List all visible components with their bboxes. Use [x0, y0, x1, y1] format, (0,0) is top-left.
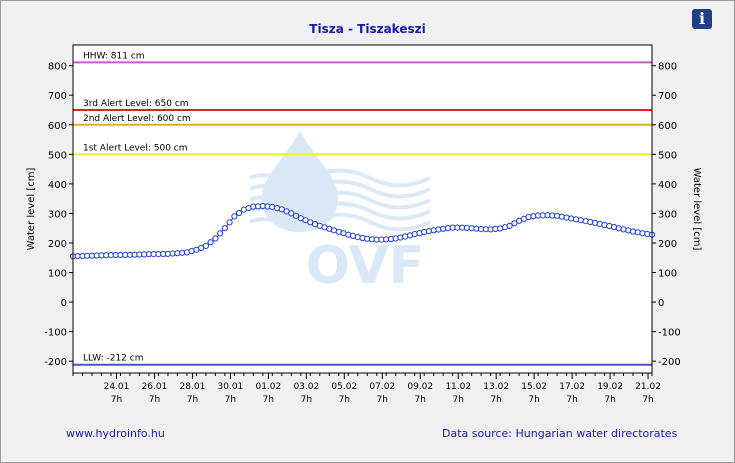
x-tick-label-hour: 7h: [452, 395, 463, 405]
x-tick-label-date: 17.02: [559, 382, 585, 392]
y-tick-label-right: 100: [658, 269, 677, 280]
data-point: [511, 220, 518, 227]
water-level-series: [69, 202, 656, 260]
y-tick-label-right: 800: [658, 62, 677, 73]
x-tick-label-hour: 7h: [263, 395, 274, 405]
data-point: [231, 213, 238, 220]
x-tick-label-date: 01.02: [255, 382, 281, 392]
data-point: [221, 225, 228, 232]
y-tick-label-right: 400: [658, 180, 677, 191]
x-tick-label-date: 03.02: [293, 382, 319, 392]
data-point: [577, 217, 584, 224]
reference-line-label: 1st Alert Level: 500 cm: [83, 143, 188, 153]
data-point: [217, 230, 224, 237]
plot-border: [72, 44, 653, 374]
reference-line-label: HHW: 811 cm: [83, 51, 145, 61]
y-tick-label-left: 700: [48, 91, 67, 102]
y-tick-label-right: 700: [658, 91, 677, 102]
y-tick-label-right: 600: [658, 121, 677, 132]
x-tick-label-hour: 7h: [642, 395, 653, 405]
info-icon[interactable]: i: [692, 9, 712, 29]
y-tick-label-left: 600: [48, 121, 67, 132]
x-tick-label-hour: 7h: [415, 395, 426, 405]
y-tick-label-right: 200: [658, 239, 677, 250]
y-tick-label-right: 0: [658, 298, 664, 309]
x-tick-label-hour: 7h: [187, 395, 198, 405]
x-tick-label-hour: 7h: [377, 395, 388, 405]
y-tick-label-left: 200: [48, 239, 67, 250]
reference-line-label: 3rd Alert Level: 650 cm: [83, 99, 189, 109]
x-tick-label-hour: 7h: [490, 395, 501, 405]
axes: -200 -200 -100 -100 0 0 100 100 200 200 300 300 400 4…: [44, 62, 680, 405]
website-link[interactable]: www.hydroinfo.hu: [66, 427, 165, 440]
wave-icon: [249, 190, 431, 210]
reference-lines: HHW: 811 cm 3rd Alert Level: 650 cm 2nd Al…: [73, 51, 652, 366]
x-tick-label-date: 26.01: [142, 382, 168, 392]
y-tick-label-left: -200: [44, 357, 67, 368]
data-point: [202, 242, 209, 249]
chart-title: Tisza - Tiszakeszi: [309, 22, 426, 36]
y-tick-label-right: 500: [658, 150, 677, 161]
data-point: [425, 228, 432, 235]
x-tick-label-date: 05.02: [331, 382, 357, 392]
y-tick-label-right: 300: [658, 209, 677, 220]
x-tick-label-date: 19.02: [597, 382, 623, 392]
x-tick-label-hour: 7h: [566, 395, 577, 405]
data-point: [207, 239, 214, 246]
y-axis-label-right: Water level [cm]: [691, 168, 702, 251]
data-point: [226, 219, 233, 226]
x-tick-label-date: 09.02: [407, 382, 433, 392]
plot-area: [73, 45, 652, 373]
x-tick-label-hour: 7h: [301, 395, 312, 405]
y-tick-label-left: 800: [48, 62, 67, 73]
watermark-text: OVF: [306, 236, 425, 296]
data-point: [558, 213, 565, 220]
data-source-note: Data source: Hungarian water directorate…: [442, 427, 678, 440]
x-tick-label-date: 21.02: [635, 382, 661, 392]
reference-line-label: 2nd Alert Level: 600 cm: [83, 114, 191, 124]
x-tick-label-date: 13.02: [483, 382, 509, 392]
y-tick-label-left: -100: [44, 328, 67, 339]
data-point: [212, 235, 219, 242]
x-tick-label-date: 24.01: [104, 382, 130, 392]
y-tick-label-left: 0: [61, 298, 67, 309]
x-tick-label-hour: 7h: [528, 395, 539, 405]
x-tick-label-hour: 7h: [604, 395, 615, 405]
x-tick-label-hour: 7h: [149, 395, 160, 405]
y-tick-label-left: 400: [48, 180, 67, 191]
wave-icon: [249, 168, 431, 188]
x-tick-label-date: 07.02: [369, 382, 395, 392]
wave-icon: [249, 179, 431, 199]
data-point: [236, 209, 243, 217]
y-tick-label-left: 100: [48, 269, 67, 280]
watermark: OVF: [73, 45, 652, 373]
reference-line-label: LLW: -212 cm: [83, 354, 143, 364]
x-tick-label-date: 28.01: [180, 382, 206, 392]
data-point: [506, 222, 513, 229]
data-point: [293, 212, 300, 219]
x-tick-label-hour: 7h: [225, 395, 236, 405]
x-tick-label-hour: 7h: [111, 395, 122, 405]
x-tick-label-date: 11.02: [445, 382, 471, 392]
data-point: [288, 210, 295, 217]
x-tick-label-date: 15.02: [521, 382, 547, 392]
y-tick-label-left: 300: [48, 209, 67, 220]
wave-icon: [249, 212, 431, 232]
y-axis-label-left: Water level [cm]: [26, 168, 37, 251]
y-tick-label-left: 500: [48, 150, 67, 161]
y-tick-label-right: -200: [658, 357, 681, 368]
x-tick-label-hour: 7h: [339, 395, 350, 405]
x-tick-label-date: 30.01: [218, 382, 244, 392]
y-tick-label-right: -100: [658, 328, 681, 339]
